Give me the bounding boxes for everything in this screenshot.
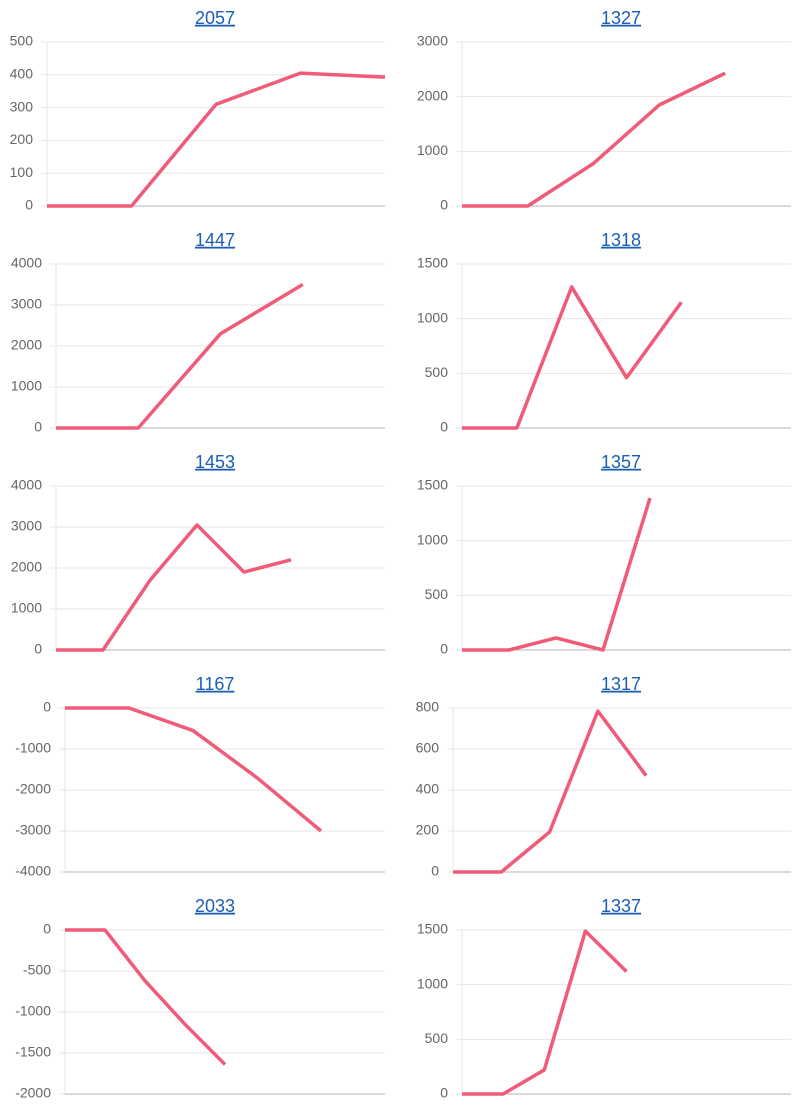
y-tick-label: 2000 xyxy=(11,559,42,575)
data-line xyxy=(462,71,726,208)
y-tick-label: 0 xyxy=(431,863,439,879)
chart-title[interactable]: 1453 xyxy=(195,452,235,472)
y-tick-label: 600 xyxy=(416,740,440,756)
data-line xyxy=(462,497,652,652)
y-tick-label: 1000 xyxy=(417,142,448,158)
y-tick-label: -1000 xyxy=(15,740,51,756)
chart-title[interactable]: 1447 xyxy=(195,230,235,250)
y-tick-label: 0 xyxy=(34,419,42,435)
y-tick-label: 2000 xyxy=(417,87,448,103)
y-tick-label: -2000 xyxy=(15,781,51,797)
y-tick-label: 1500 xyxy=(417,921,448,937)
data-line xyxy=(462,285,683,430)
chart-title[interactable]: 1337 xyxy=(601,896,641,916)
y-tick-label: 1500 xyxy=(417,477,448,493)
y-tick-label: 4000 xyxy=(11,477,42,493)
data-line xyxy=(47,71,386,208)
y-tick-label: -4000 xyxy=(15,863,51,879)
y-tick-label: -1000 xyxy=(15,1003,51,1019)
y-tick-label: 400 xyxy=(416,781,440,797)
chart-title[interactable]: 1317 xyxy=(601,674,641,694)
y-tick-label: 500 xyxy=(10,33,34,49)
y-tick-label: 3000 xyxy=(417,33,448,49)
chart-title[interactable]: 1318 xyxy=(601,230,641,250)
y-tick-label: 3000 xyxy=(11,518,42,534)
y-tick-label: 200 xyxy=(10,131,34,147)
y-tick-label: 1500 xyxy=(417,255,448,271)
y-tick-label: 500 xyxy=(425,586,449,602)
y-tick-label: 0 xyxy=(440,197,448,213)
chart-title[interactable]: 2057 xyxy=(195,8,235,28)
y-tick-label: 100 xyxy=(10,164,34,180)
y-tick-label: -1500 xyxy=(15,1044,51,1060)
chart-title[interactable]: 1327 xyxy=(601,8,641,28)
data-line xyxy=(56,282,304,430)
y-tick-label: 1000 xyxy=(11,378,42,394)
y-tick-label: -500 xyxy=(23,962,51,978)
y-tick-label: 0 xyxy=(440,1085,448,1101)
chart-title[interactable]: 2033 xyxy=(195,896,235,916)
y-tick-label: 800 xyxy=(416,699,440,715)
y-tick-label: 3000 xyxy=(11,296,42,312)
y-tick-label: -2000 xyxy=(15,1085,51,1101)
chart-title[interactable]: 1167 xyxy=(196,674,235,694)
data-line xyxy=(462,929,628,1096)
y-tick-label: 400 xyxy=(10,66,34,82)
y-tick-label: 500 xyxy=(425,1030,449,1046)
y-tick-label: 1000 xyxy=(417,975,448,991)
y-tick-label: 1000 xyxy=(11,600,42,616)
data-line xyxy=(65,706,323,833)
data-line xyxy=(65,928,227,1066)
data-line xyxy=(453,709,648,874)
y-tick-label: 0 xyxy=(34,641,42,657)
y-tick-label: 0 xyxy=(43,699,51,715)
y-tick-label: 2000 xyxy=(11,337,42,353)
chart-title[interactable]: 1357 xyxy=(601,452,641,472)
y-tick-label: 4000 xyxy=(11,255,42,271)
y-tick-label: 300 xyxy=(10,98,34,114)
y-tick-label: 0 xyxy=(440,419,448,435)
y-tick-label: 200 xyxy=(416,822,440,838)
y-tick-label: 1000 xyxy=(417,309,448,325)
y-tick-label: 500 xyxy=(425,364,449,380)
y-tick-label: -3000 xyxy=(15,822,51,838)
y-tick-label: 1000 xyxy=(417,531,448,547)
y-tick-label: 0 xyxy=(43,921,51,937)
data-line xyxy=(56,523,292,652)
y-tick-label: 0 xyxy=(25,197,33,213)
y-tick-label: 0 xyxy=(440,641,448,657)
